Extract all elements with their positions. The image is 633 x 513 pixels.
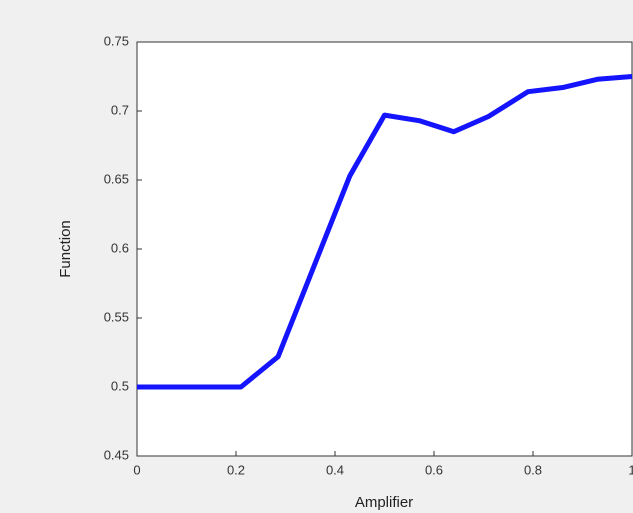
y-tick-label: 0.75 <box>104 33 129 48</box>
x-tick-label: 0.6 <box>425 462 443 477</box>
y-tick-label: 0.5 <box>111 378 129 393</box>
y-tick-label: 0.7 <box>111 102 129 117</box>
data-line <box>137 74 633 390</box>
x-tick-label: 0.2 <box>227 462 245 477</box>
x-tick-label: 1 <box>628 462 633 477</box>
y-axis-label: Function <box>57 220 74 278</box>
x-tick-label: 0 <box>133 462 140 477</box>
y-tick-label: 0.6 <box>111 240 129 255</box>
y-tick-label: 0.45 <box>104 447 129 462</box>
x-tick-label: 0.8 <box>524 462 542 477</box>
y-tick-label: 0.65 <box>104 171 129 186</box>
axes-box <box>136 41 633 457</box>
y-tick-label: 0.55 <box>104 309 129 324</box>
x-tick-label: 0.4 <box>326 462 344 477</box>
plot-area <box>137 42 632 456</box>
x-axis-label: Amplifier <box>355 494 413 511</box>
